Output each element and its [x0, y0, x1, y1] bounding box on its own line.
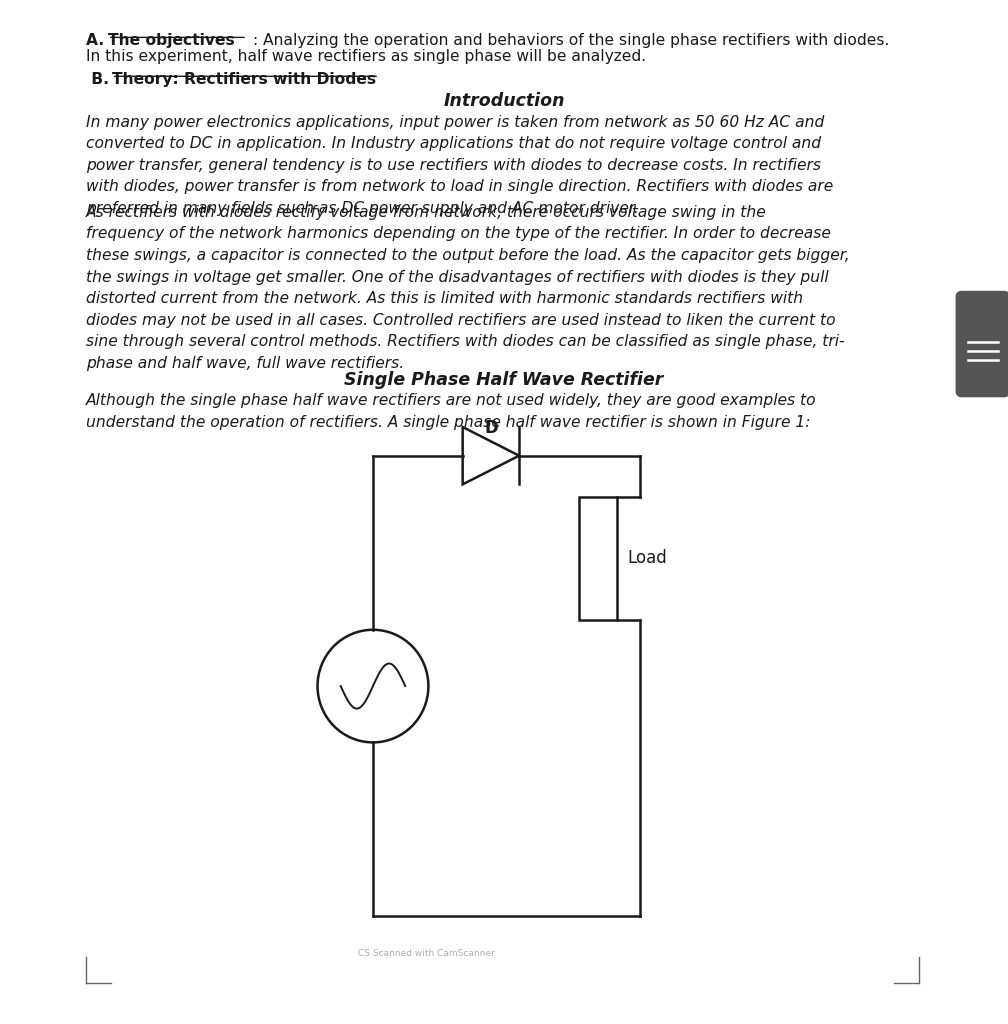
Text: Although the single phase half wave rectifiers are not used widely, they are goo: Although the single phase half wave rect…: [86, 393, 816, 430]
Text: A.: A.: [86, 33, 109, 48]
Text: As rectifiers with diodes rectify voltage from network, there occurs voltage swi: As rectifiers with diodes rectify voltag…: [86, 205, 850, 371]
Text: Theory: Rectifiers with Diodes: Theory: Rectifiers with Diodes: [112, 72, 376, 87]
FancyBboxPatch shape: [956, 291, 1008, 397]
Bar: [579, 497, 617, 620]
Text: B.: B.: [86, 72, 114, 87]
Text: : Analyzing the operation and behaviors of the single phase rectifiers with diod: : Analyzing the operation and behaviors …: [248, 33, 889, 48]
Text: Load: Load: [627, 549, 666, 567]
Text: In many power electronics applications, input power is taken from network as 50 : In many power electronics applications, …: [86, 115, 833, 216]
Text: Single Phase Half Wave Rectifier: Single Phase Half Wave Rectifier: [345, 371, 663, 389]
Text: Introduction: Introduction: [444, 92, 564, 111]
Text: The objectives: The objectives: [108, 33, 235, 48]
Text: D: D: [484, 419, 498, 437]
Text: CS Scanned with CamScanner: CS Scanned with CamScanner: [358, 949, 495, 958]
Text: In this experiment, half wave rectifiers as single phase will be analyzed.: In this experiment, half wave rectifiers…: [86, 49, 646, 65]
